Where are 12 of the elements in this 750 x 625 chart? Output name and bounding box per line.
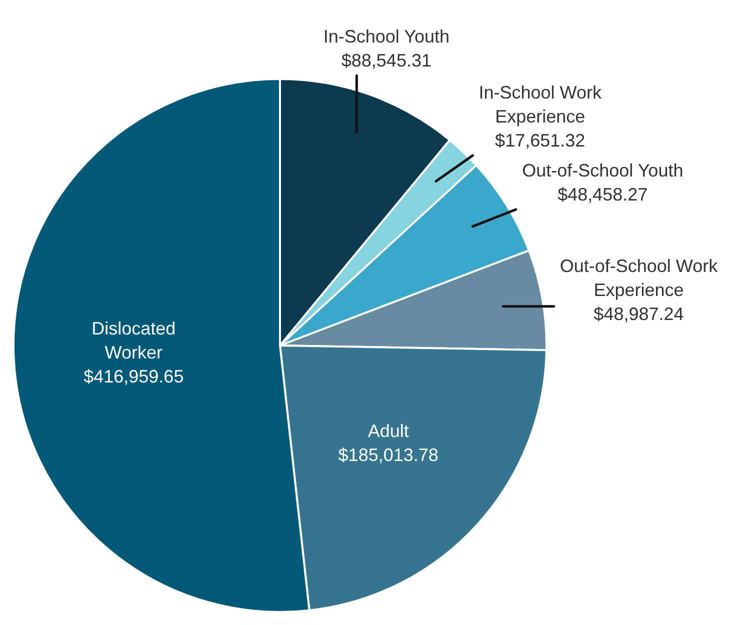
slice-label: Out-of-School Youth	[522, 160, 684, 180]
data-label: $48,987.24	[594, 304, 684, 324]
slice-label: In-School Work Experience	[478, 82, 602, 126]
slice-label: Dislocated Worker	[92, 318, 176, 363]
slice-label: Out-of-School Work Experience	[560, 256, 719, 300]
data-label: $17,651.32	[495, 130, 586, 150]
data-label: $416,959.65	[84, 366, 184, 387]
data-label: $48,458.27	[558, 184, 648, 204]
data-label: $185,013.78	[338, 445, 438, 466]
data-label: $88,545.31	[341, 50, 432, 71]
slice-label: Adult	[368, 421, 409, 442]
slice-label: In-School Youth	[323, 26, 450, 47]
